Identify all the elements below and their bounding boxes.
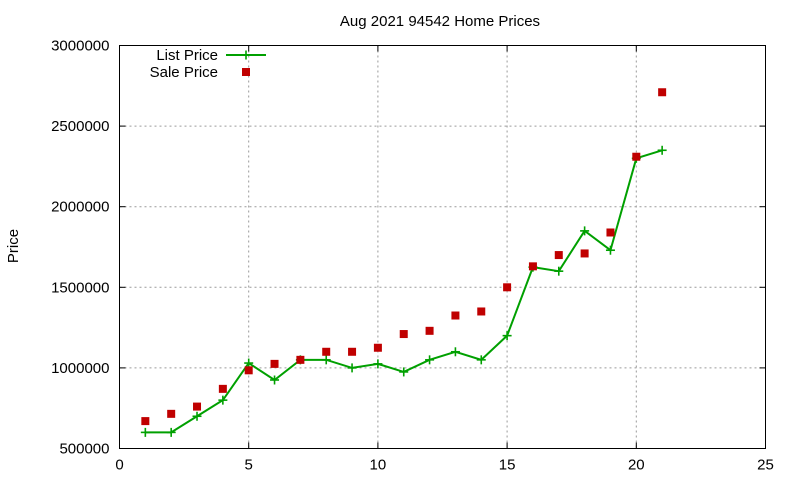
legend-item-1: Sale Price <box>150 64 250 81</box>
data-point <box>528 262 537 271</box>
data-point <box>166 427 176 437</box>
data-point <box>606 228 615 237</box>
data-point <box>347 363 357 373</box>
data-point <box>296 355 305 364</box>
legend-label: List Price <box>156 47 218 64</box>
data-point <box>580 226 590 236</box>
data-point <box>476 355 486 365</box>
data-point <box>554 266 564 276</box>
tick-labels: 0 5 10 15 20 25 500000 1000000 1500000 2000000 250… <box>51 38 774 474</box>
data-point <box>451 311 460 320</box>
series-1 <box>141 88 667 426</box>
data-point <box>425 326 434 335</box>
data-point <box>632 152 641 161</box>
data-point <box>270 375 280 385</box>
x-tick-label: 10 <box>370 457 387 474</box>
data-point <box>244 358 254 368</box>
legend-marker <box>242 68 250 76</box>
data-point <box>321 355 331 365</box>
plot-frame <box>119 45 766 449</box>
data-point <box>373 359 383 369</box>
data-point <box>477 307 486 316</box>
data-point <box>193 402 202 411</box>
data-point <box>580 249 589 258</box>
data-point <box>450 347 460 357</box>
data-point <box>502 331 512 341</box>
y-axis-label: Price <box>5 229 22 263</box>
data-point <box>141 417 150 426</box>
x-tick-label: 20 <box>628 457 645 474</box>
series-0 <box>140 145 667 437</box>
data-point <box>322 347 331 356</box>
data-point <box>503 283 512 292</box>
data-point <box>192 411 202 421</box>
data-point <box>218 384 227 393</box>
x-tick-label: 25 <box>757 457 774 474</box>
data-point <box>167 409 176 418</box>
y-tick-label: 1500000 <box>51 279 109 296</box>
data-point <box>244 366 253 375</box>
data-point <box>657 145 667 155</box>
grid <box>119 45 766 449</box>
data-point <box>140 427 150 437</box>
data-point <box>373 343 382 352</box>
ticks <box>119 45 766 449</box>
x-tick-label: 5 <box>245 457 253 474</box>
legend-label: Sale Price <box>150 64 218 81</box>
legend-item-0: List Price <box>156 47 266 64</box>
data-point <box>658 88 667 97</box>
data-point <box>554 251 563 260</box>
series-layer <box>140 88 667 437</box>
data-point <box>605 245 615 255</box>
x-tick-label: 15 <box>499 457 516 474</box>
y-tick-label: 1000000 <box>51 360 109 377</box>
data-point <box>399 330 408 339</box>
data-point <box>348 347 357 356</box>
data-point <box>218 395 228 405</box>
data-point <box>270 359 279 368</box>
y-tick-label: 2000000 <box>51 199 109 216</box>
legend-marker <box>241 50 251 60</box>
data-point <box>425 355 435 365</box>
y-tick-label: 2500000 <box>51 118 109 135</box>
y-tick-label: 3000000 <box>51 38 109 55</box>
data-point <box>399 367 409 377</box>
y-tick-label: 500000 <box>59 441 109 458</box>
chart-title: Aug 2021 94542 Home Prices <box>340 13 540 30</box>
x-tick-label: 0 <box>115 457 123 474</box>
